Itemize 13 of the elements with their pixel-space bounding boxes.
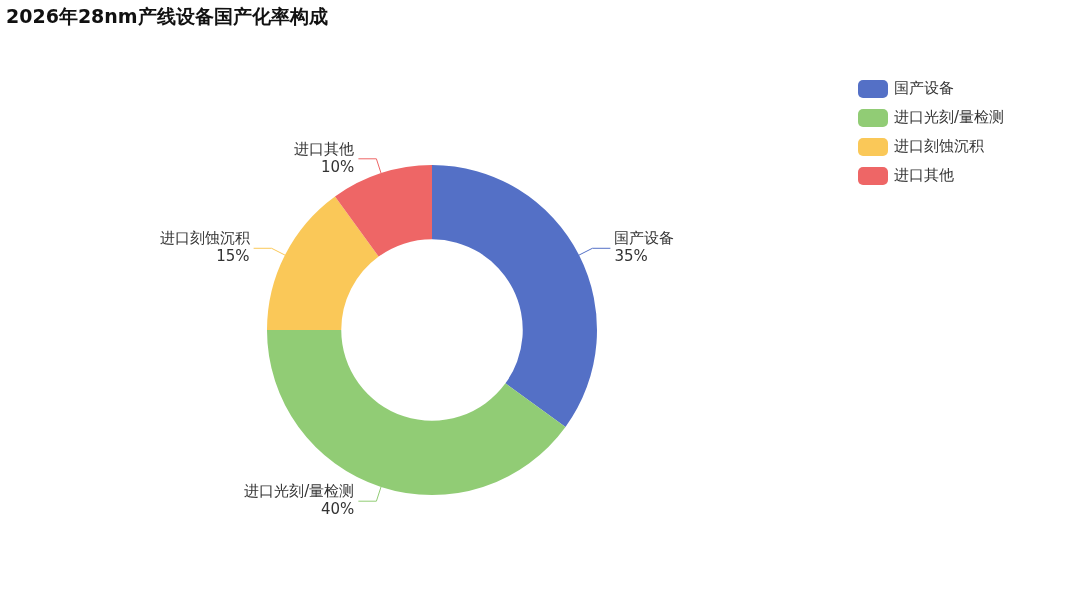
slice-label: 进口刻蚀沉积 <box>159 229 250 248</box>
legend-label: 进口光刻/量检测 <box>894 108 1005 127</box>
legend-label: 进口其他 <box>894 166 954 185</box>
data-label: 10% <box>321 157 355 176</box>
data-label: 35% <box>614 247 648 266</box>
data-label: 40% <box>321 500 355 519</box>
data-label: 15% <box>216 247 250 266</box>
chart-title: 2026年28nm产线设备国产化率构成 <box>6 4 328 29</box>
slice-label: 进口光刻/量检测 <box>244 482 355 501</box>
slice-label: 国产设备 <box>614 229 675 248</box>
slice-label: 进口其他 <box>294 139 355 158</box>
legend-label: 进口刻蚀沉积 <box>894 137 984 156</box>
legend-label: 国产设备 <box>894 79 954 98</box>
